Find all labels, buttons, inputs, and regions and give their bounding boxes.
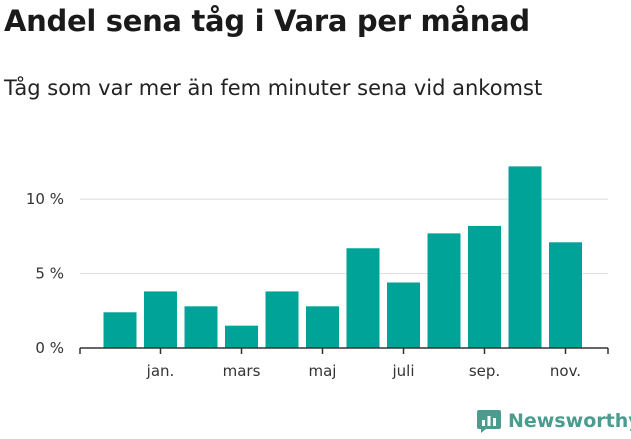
bar-dec — [103, 312, 137, 348]
bar-apr — [265, 291, 299, 348]
bar-juni — [346, 248, 380, 348]
bar-nov — [549, 242, 582, 348]
bar-aug — [427, 233, 461, 348]
bar-mars — [225, 325, 258, 348]
y-tick-label: 0 % — [35, 339, 64, 357]
x-tick-label: maj — [309, 362, 337, 380]
x-tick-label: juli — [391, 362, 414, 380]
chart-subtitle: Tåg som var mer än fem minuter sena vid … — [4, 76, 543, 100]
x-tick-label: nov. — [550, 362, 581, 380]
bar-maj — [306, 306, 339, 348]
bar-sep — [468, 225, 501, 348]
bar-okt — [508, 166, 542, 348]
newsworthy-logo-icon — [477, 410, 501, 433]
bar-feb — [184, 306, 218, 348]
y-tick-label: 10 % — [26, 190, 64, 208]
chart-title: Andel sena tåg i Vara per månad — [4, 4, 530, 38]
x-tick-label: sep. — [469, 362, 500, 380]
x-tick-label: jan. — [146, 362, 175, 380]
bar-juli — [387, 282, 420, 348]
brand-name: Newsworthy — [508, 410, 631, 432]
bar-jan — [144, 291, 177, 348]
y-tick-label: 5 % — [35, 265, 64, 283]
x-tick-label: mars — [223, 362, 261, 380]
brand-logo: Newsworthy — [476, 408, 631, 434]
